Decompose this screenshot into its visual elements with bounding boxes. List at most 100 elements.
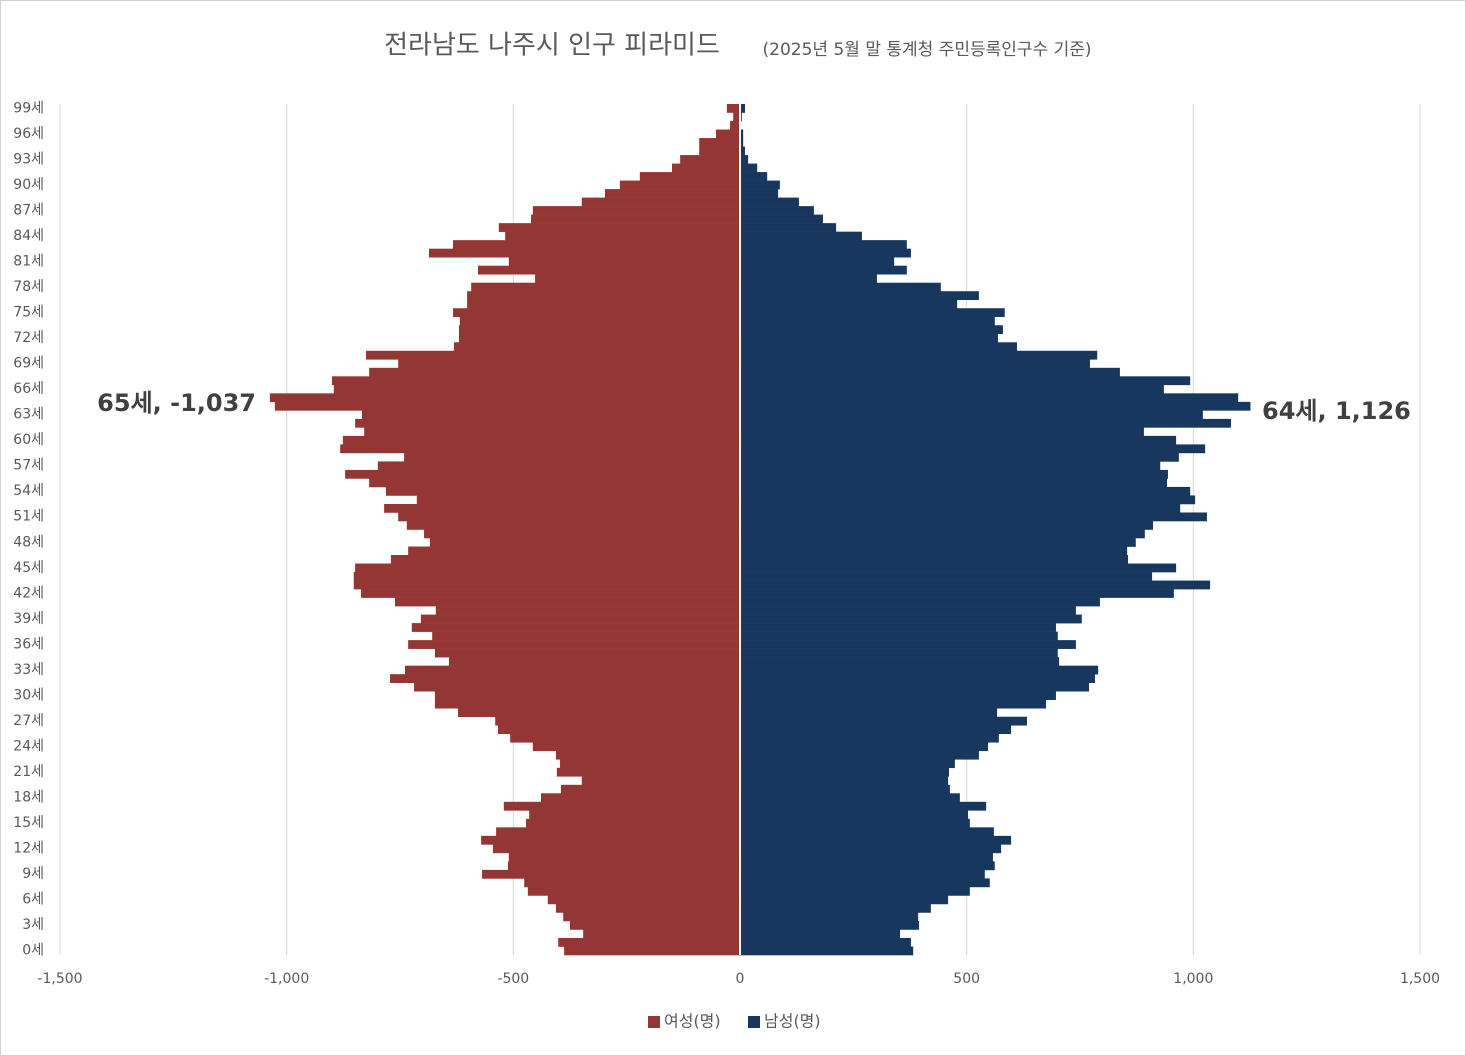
bar [680,155,740,164]
bar [361,589,740,598]
bar [526,818,740,828]
bar [429,248,740,258]
bar [740,903,931,913]
x-tick-label: 1,500 [1400,971,1440,987]
chart-title: 전라남도 나주시 인구 피라미드 [384,31,720,61]
bar [398,512,740,522]
bar [390,555,740,564]
y-tick-label: 57세 [13,458,44,474]
bar [740,767,949,777]
bar [429,538,740,547]
bar [740,197,799,207]
bar [740,189,779,198]
bar [524,878,740,888]
bar [740,291,979,301]
legend-swatch [648,1016,660,1028]
bar [529,810,740,820]
bar [353,572,740,581]
bar [384,503,740,513]
bar [398,359,740,369]
bar [740,138,744,147]
bar [540,793,740,803]
bar [740,367,1120,377]
bar [740,410,1203,420]
bar [740,538,1136,547]
bar [377,461,740,471]
bar [740,657,1060,666]
bar [699,138,740,147]
legend-label: 남성(명) [764,1012,821,1031]
bar [740,810,969,820]
bar [740,784,950,794]
bar [560,759,740,769]
bar [434,648,740,658]
bar [527,886,740,896]
x-tick-label: -1,500 [37,971,82,987]
bar [353,580,740,590]
bar [581,776,740,786]
bar [740,163,758,173]
annotation: 64세, 1,126 [1262,397,1411,425]
bar [583,929,740,939]
bar [740,274,877,284]
bar [495,716,740,726]
bar [366,350,740,360]
bar [406,520,740,530]
bar [510,733,740,743]
y-tick-label: 75세 [13,304,44,320]
bar [740,503,1181,513]
bar [547,895,740,905]
bar [740,461,1161,471]
bar [740,929,901,939]
bar [332,376,740,386]
bar [740,665,1099,675]
bar [492,844,740,854]
bar [740,793,960,803]
chart-subtitle: (2025년 5월 말 통계청 주민등록인구수 기준) [763,40,1092,60]
bar [414,682,740,692]
bar [416,495,740,505]
bar [740,614,1082,624]
x-tick-label: 1,000 [1173,971,1213,987]
bar [581,197,740,207]
bar [481,835,740,845]
bar [740,827,994,837]
bar [740,333,998,343]
bar [740,359,1090,369]
bar [740,231,862,241]
bar [333,384,740,394]
bar [740,742,988,752]
bar [740,861,995,871]
y-tick-label: 69세 [13,356,44,372]
bar [458,333,740,343]
bar [385,486,740,496]
bar [453,342,740,352]
bar [740,589,1174,598]
bar [740,316,995,326]
bar [740,716,1027,726]
legend-label: 여성(명) [664,1012,721,1031]
bar [740,674,1095,683]
y-tick-label: 66세 [13,381,44,397]
bar [740,486,1191,496]
y-tick-label: 48세 [13,534,44,550]
bar [740,180,780,190]
bar [434,691,740,700]
labels: -1,500 -1,000 -500 0 500 1,000 1,500 0세 3세 6세 9세 12… [13,100,1440,1030]
bar [508,852,740,862]
bar [740,801,987,811]
bar [404,665,740,675]
bar [434,699,740,709]
bar [563,912,740,922]
bar [740,478,1168,488]
bar [453,240,740,249]
bar [459,316,740,326]
y-tick-label: 63세 [13,407,44,423]
y-tick-label: 0세 [22,943,44,959]
y-tick-label: 96세 [13,126,44,142]
bar [740,572,1153,581]
y-tick-label: 45세 [13,560,44,576]
bar [740,495,1196,505]
y-tick-label: 15세 [13,815,44,831]
y-tick-label: 54세 [13,483,44,499]
